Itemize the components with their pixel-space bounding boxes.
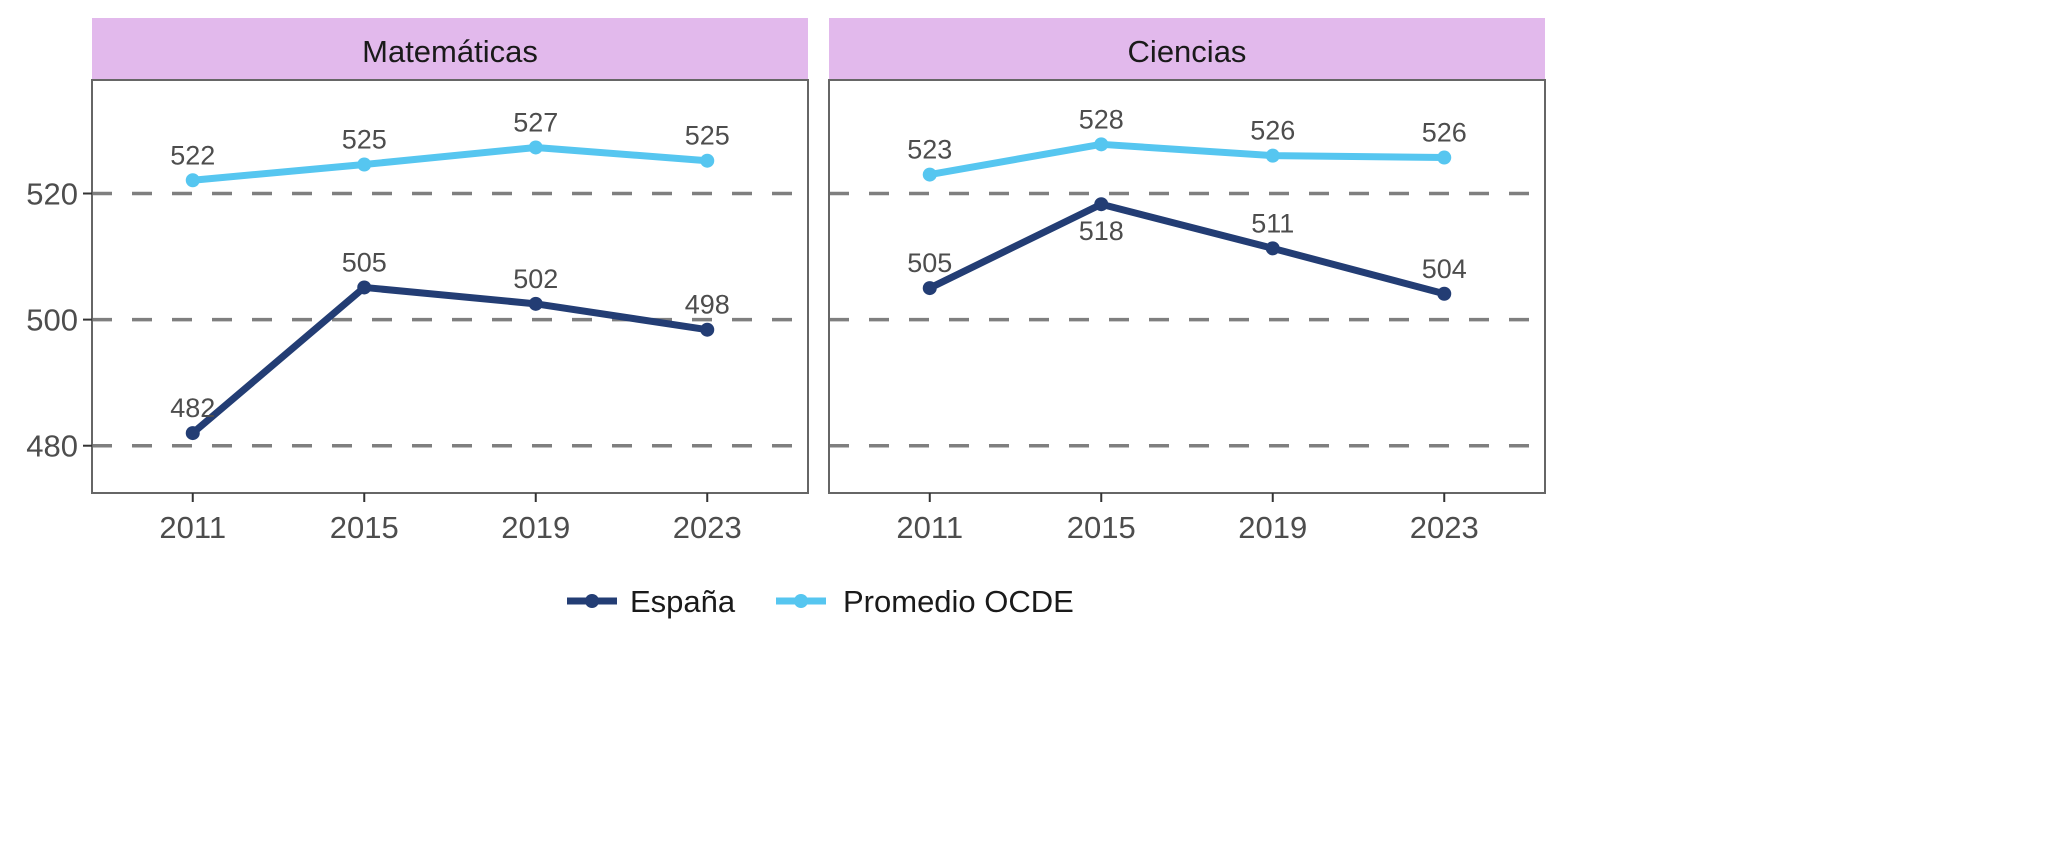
data-point-ocde — [700, 153, 715, 168]
series-line-espana — [928, 200, 1446, 298]
y-tick-label: 480 — [26, 429, 78, 464]
y-tick-label: 520 — [26, 176, 78, 211]
data-point-ocde — [357, 157, 372, 172]
data-point-espana — [700, 322, 715, 337]
data-label-espana: 505 — [907, 248, 952, 278]
data-label-ocde: 528 — [1079, 104, 1124, 134]
x-tick-label: 2023 — [673, 510, 742, 545]
legend-key-point — [585, 594, 599, 608]
data-label-ocde: 522 — [170, 140, 215, 170]
data-label-espana: 502 — [513, 264, 558, 294]
data-label-espana: 518 — [1079, 216, 1124, 246]
series-line-ocde — [192, 143, 708, 184]
panel-matemáticas: Matemáticas 2011 2015 2019 2023 480 500 520 482 5… — [26, 18, 809, 545]
data-point-espana — [1094, 197, 1109, 212]
x-tick-label: 2011 — [159, 510, 226, 545]
data-label-ocde: 527 — [513, 107, 558, 137]
data-point-ocde — [528, 140, 543, 155]
data-point-espana — [922, 281, 937, 296]
data-label-ocde: 525 — [685, 121, 730, 151]
data-label-ocde: 526 — [1422, 118, 1467, 148]
legend: España Promedio OCDE — [567, 584, 1074, 619]
panel-title: Ciencias — [1128, 34, 1247, 69]
data-point-espana — [528, 296, 543, 311]
data-label-espana: 505 — [342, 247, 387, 277]
panel-ciencias: Ciencias 2011 2015 2019 2023 505 518 511 504 523 5… — [828, 18, 1546, 545]
series-line-ocde — [929, 140, 1445, 179]
data-point-espana — [357, 280, 372, 295]
data-point-ocde — [922, 167, 937, 182]
data-point-espana — [1437, 286, 1452, 301]
data-point-espana — [1265, 241, 1280, 256]
panel-strip — [92, 18, 808, 80]
x-tick-label: 2015 — [330, 510, 399, 545]
data-label-espana: 504 — [1422, 254, 1467, 284]
y-tick-label: 500 — [26, 303, 78, 338]
x-tick-label: 2023 — [1410, 510, 1479, 545]
panel-border — [91, 79, 809, 494]
panel-border — [828, 79, 1546, 494]
legend-label: España — [630, 584, 736, 619]
data-label-espana: 498 — [685, 290, 730, 320]
x-tick-label: 2015 — [1067, 510, 1136, 545]
panel-title: Matemáticas — [362, 34, 538, 69]
data-label-espana: 511 — [1251, 208, 1294, 238]
data-label-ocde: 525 — [342, 124, 387, 154]
panel-strip — [829, 18, 1545, 80]
data-point-ocde — [1265, 148, 1280, 163]
x-tick-label: 2011 — [896, 510, 963, 545]
data-point-ocde — [185, 173, 200, 188]
x-tick-label: 2019 — [501, 510, 570, 545]
data-label-espana: 482 — [170, 393, 215, 423]
legend-key-point — [794, 594, 808, 608]
data-label-ocde: 526 — [1250, 116, 1295, 146]
series-line-espana — [190, 283, 708, 436]
data-point-espana — [185, 426, 200, 441]
data-point-ocde — [1094, 137, 1109, 152]
x-tick-label: 2019 — [1238, 510, 1307, 545]
data-point-ocde — [1437, 150, 1452, 165]
legend-label: Promedio OCDE — [843, 584, 1074, 619]
data-label-ocde: 523 — [907, 135, 952, 165]
